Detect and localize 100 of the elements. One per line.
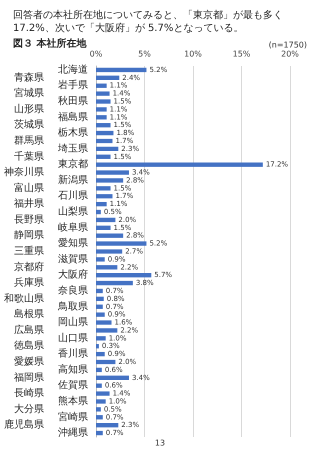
bar [96, 328, 118, 333]
y-tick-label: 秋田県 [58, 95, 88, 108]
bar [96, 360, 116, 364]
y-tick-label: 岐阜県 [58, 221, 88, 234]
bar [96, 138, 112, 144]
bar [96, 368, 102, 372]
y-tick-label: 富山県 [14, 182, 44, 194]
bar [96, 415, 103, 420]
bar [96, 162, 263, 167]
bar [96, 257, 105, 262]
bar [96, 320, 112, 325]
x-tick-label: 10% [184, 50, 202, 58]
bar [96, 226, 111, 230]
y-tick-label: 群馬県 [14, 134, 44, 146]
bar [96, 336, 106, 340]
x-tick-label: 5% [138, 50, 152, 58]
bar [96, 280, 133, 286]
bar [96, 422, 118, 428]
x-tick-label: 20% [281, 50, 300, 58]
y-tick-label: 福岡県 [14, 371, 44, 384]
y-tick-label: 大分県 [14, 402, 44, 415]
bar [96, 68, 146, 72]
bar [96, 296, 104, 302]
y-tick-label: 宮崎県 [58, 410, 88, 423]
y-tick-label: 愛知県 [58, 237, 88, 250]
bar [96, 218, 116, 222]
bar [96, 154, 111, 159]
y-tick-label: 岡山県 [58, 316, 88, 328]
x-tick-label: 0% [90, 50, 103, 58]
bar [96, 249, 122, 254]
bar [96, 241, 146, 246]
bar [96, 178, 124, 183]
bar [96, 430, 103, 436]
bar [96, 352, 105, 356]
y-tick-label: 神奈川県 [4, 166, 44, 178]
y-tick-label: 栃木県 [58, 126, 88, 139]
y-tick-label: 香川県 [58, 348, 88, 360]
chart-subtitle: 回答者の本社所在地についてみると、「東京都」が最も多く 17.2%、次いで「大阪府」が 5.7%となっている。 [13, 9, 286, 34]
y-tick-label: 熊本県 [58, 394, 88, 407]
y-tick-label: 千葉県 [14, 150, 44, 162]
bar [96, 304, 103, 309]
y-tick-label: 沖縄県 [58, 426, 88, 439]
bar [96, 273, 152, 278]
text: 13 [154, 438, 166, 448]
bar [96, 91, 110, 96]
bar [96, 186, 111, 191]
y-tick-label: 山形県 [14, 102, 44, 115]
y-tick-label: 宮城県 [14, 87, 44, 100]
y-tick-label: 奈良県 [58, 284, 88, 296]
y-tick-label: 埼玉県 [57, 142, 88, 154]
bar [96, 312, 105, 317]
bar [96, 407, 101, 412]
bar [96, 123, 111, 128]
y-tick-label: 滋賀県 [58, 252, 88, 265]
bar [96, 376, 129, 380]
chart-title: 図３ 本社所在地 [13, 38, 88, 50]
bar [96, 210, 101, 214]
y-tick-label: 兵庫県 [14, 276, 44, 289]
bar [96, 99, 111, 104]
bar [96, 107, 107, 112]
x-tick-label: 15% [232, 50, 251, 58]
y-tick-label: 石川県 [58, 190, 88, 202]
bar [96, 84, 107, 88]
bar [96, 170, 129, 175]
bar [96, 234, 124, 238]
bar [96, 115, 107, 120]
y-tick-label: 島根県 [14, 308, 44, 320]
y-tick-label: 長野県 [14, 214, 44, 226]
y-tick-label: 茨城県 [14, 118, 44, 131]
y-tick-label: 高知県 [58, 363, 88, 376]
y-tick-label: 静岡県 [14, 229, 44, 242]
bar [96, 399, 106, 404]
y-tick-label: 北海道 [58, 63, 88, 76]
y-tick-label: 長崎県 [14, 387, 44, 400]
bar [96, 391, 110, 396]
bar [96, 194, 112, 198]
y-tick-label: 山梨県 [58, 206, 88, 218]
y-tick-label: 佐賀県 [58, 379, 88, 392]
y-tick-label: 鳥取県 [57, 300, 88, 312]
y-tick-label: 福井県 [14, 198, 44, 210]
bar [96, 384, 102, 388]
y-tick-label: 新潟県 [58, 174, 88, 186]
y-tick-label: 福島県 [58, 110, 88, 123]
y-tick-label: 三重県 [14, 245, 44, 257]
y-tick-label: 青森県 [14, 71, 44, 84]
y-tick-label: 東京都 [58, 158, 88, 170]
bar [96, 130, 114, 136]
y-tick-label: 和歌山県 [4, 292, 44, 304]
bar [96, 146, 118, 152]
y-tick-label: 広島県 [14, 324, 44, 336]
bar [96, 288, 103, 294]
bar [96, 265, 118, 270]
y-tick-label: 愛媛県 [14, 356, 44, 368]
y-tick-label: 鹿児島県 [4, 418, 44, 431]
bar [96, 344, 99, 348]
bar [96, 202, 107, 206]
y-tick-label: 山口県 [58, 332, 88, 344]
y-tick-label: 京都府 [14, 260, 44, 273]
y-tick-label: 大阪府 [58, 268, 88, 281]
y-tick-label: 徳島県 [14, 340, 44, 352]
